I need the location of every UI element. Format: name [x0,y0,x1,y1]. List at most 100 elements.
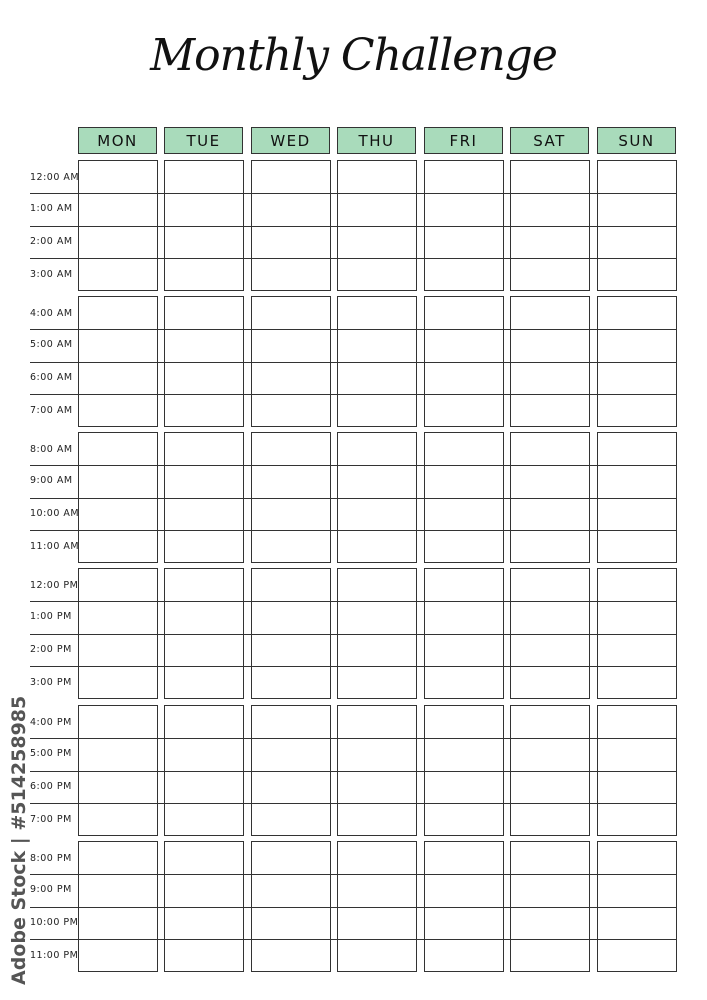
time-slot-cell[interactable] [78,841,158,874]
time-slot-cell[interactable] [78,666,158,699]
time-slot-cell[interactable] [597,160,677,193]
time-slot-cell[interactable] [424,329,504,362]
time-slot-cell[interactable] [510,193,590,226]
time-slot-cell[interactable] [510,738,590,771]
time-slot-cell[interactable] [164,498,244,531]
time-slot-cell[interactable] [337,874,417,907]
time-slot-cell[interactable] [510,601,590,634]
time-slot-cell[interactable] [424,601,504,634]
time-slot-cell[interactable] [337,296,417,329]
time-slot-cell[interactable] [164,530,244,563]
time-slot-cell[interactable] [164,705,244,738]
time-slot-cell[interactable] [337,705,417,738]
time-slot-cell[interactable] [251,465,331,498]
time-slot-cell[interactable] [78,874,158,907]
time-slot-cell[interactable] [510,296,590,329]
time-slot-cell[interactable] [337,160,417,193]
time-slot-cell[interactable] [164,329,244,362]
time-slot-cell[interactable] [337,666,417,699]
time-slot-cell[interactable] [424,296,504,329]
time-slot-cell[interactable] [597,803,677,836]
time-slot-cell[interactable] [251,432,331,465]
time-slot-cell[interactable] [510,568,590,601]
time-slot-cell[interactable] [510,907,590,940]
time-slot-cell[interactable] [164,465,244,498]
time-slot-cell[interactable] [424,568,504,601]
time-slot-cell[interactable] [78,296,158,329]
time-slot-cell[interactable] [164,258,244,291]
time-slot-cell[interactable] [251,601,331,634]
time-slot-cell[interactable] [424,771,504,804]
time-slot-cell[interactable] [251,907,331,940]
time-slot-cell[interactable] [78,738,158,771]
time-slot-cell[interactable] [510,362,590,395]
time-slot-cell[interactable] [510,634,590,667]
time-slot-cell[interactable] [337,226,417,259]
time-slot-cell[interactable] [251,939,331,972]
time-slot-cell[interactable] [510,329,590,362]
time-slot-cell[interactable] [424,432,504,465]
time-slot-cell[interactable] [424,634,504,667]
time-slot-cell[interactable] [597,601,677,634]
time-slot-cell[interactable] [251,874,331,907]
time-slot-cell[interactable] [337,803,417,836]
time-slot-cell[interactable] [510,771,590,804]
time-slot-cell[interactable] [78,394,158,427]
time-slot-cell[interactable] [337,193,417,226]
time-slot-cell[interactable] [164,634,244,667]
time-slot-cell[interactable] [597,771,677,804]
time-slot-cell[interactable] [597,193,677,226]
time-slot-cell[interactable] [164,803,244,836]
time-slot-cell[interactable] [424,394,504,427]
time-slot-cell[interactable] [251,771,331,804]
time-slot-cell[interactable] [251,803,331,836]
time-slot-cell[interactable] [597,568,677,601]
time-slot-cell[interactable] [337,498,417,531]
time-slot-cell[interactable] [424,258,504,291]
time-slot-cell[interactable] [78,568,158,601]
time-slot-cell[interactable] [78,705,158,738]
time-slot-cell[interactable] [164,193,244,226]
time-slot-cell[interactable] [597,705,677,738]
time-slot-cell[interactable] [251,226,331,259]
time-slot-cell[interactable] [597,258,677,291]
time-slot-cell[interactable] [510,432,590,465]
time-slot-cell[interactable] [251,738,331,771]
time-slot-cell[interactable] [424,530,504,563]
time-slot-cell[interactable] [78,907,158,940]
time-slot-cell[interactable] [337,394,417,427]
time-slot-cell[interactable] [78,498,158,531]
time-slot-cell[interactable] [78,601,158,634]
time-slot-cell[interactable] [597,939,677,972]
time-slot-cell[interactable] [164,296,244,329]
time-slot-cell[interactable] [337,841,417,874]
time-slot-cell[interactable] [424,498,504,531]
time-slot-cell[interactable] [78,771,158,804]
time-slot-cell[interactable] [78,160,158,193]
time-slot-cell[interactable] [164,160,244,193]
time-slot-cell[interactable] [78,193,158,226]
time-slot-cell[interactable] [510,841,590,874]
time-slot-cell[interactable] [424,362,504,395]
time-slot-cell[interactable] [597,530,677,563]
time-slot-cell[interactable] [337,738,417,771]
time-slot-cell[interactable] [78,329,158,362]
time-slot-cell[interactable] [597,738,677,771]
time-slot-cell[interactable] [78,803,158,836]
time-slot-cell[interactable] [251,568,331,601]
time-slot-cell[interactable] [424,705,504,738]
time-slot-cell[interactable] [510,226,590,259]
time-slot-cell[interactable] [424,939,504,972]
time-slot-cell[interactable] [337,258,417,291]
time-slot-cell[interactable] [337,907,417,940]
time-slot-cell[interactable] [597,329,677,362]
time-slot-cell[interactable] [424,874,504,907]
time-slot-cell[interactable] [510,530,590,563]
time-slot-cell[interactable] [78,432,158,465]
time-slot-cell[interactable] [251,634,331,667]
time-slot-cell[interactable] [251,705,331,738]
time-slot-cell[interactable] [510,705,590,738]
time-slot-cell[interactable] [510,394,590,427]
time-slot-cell[interactable] [337,601,417,634]
time-slot-cell[interactable] [164,907,244,940]
